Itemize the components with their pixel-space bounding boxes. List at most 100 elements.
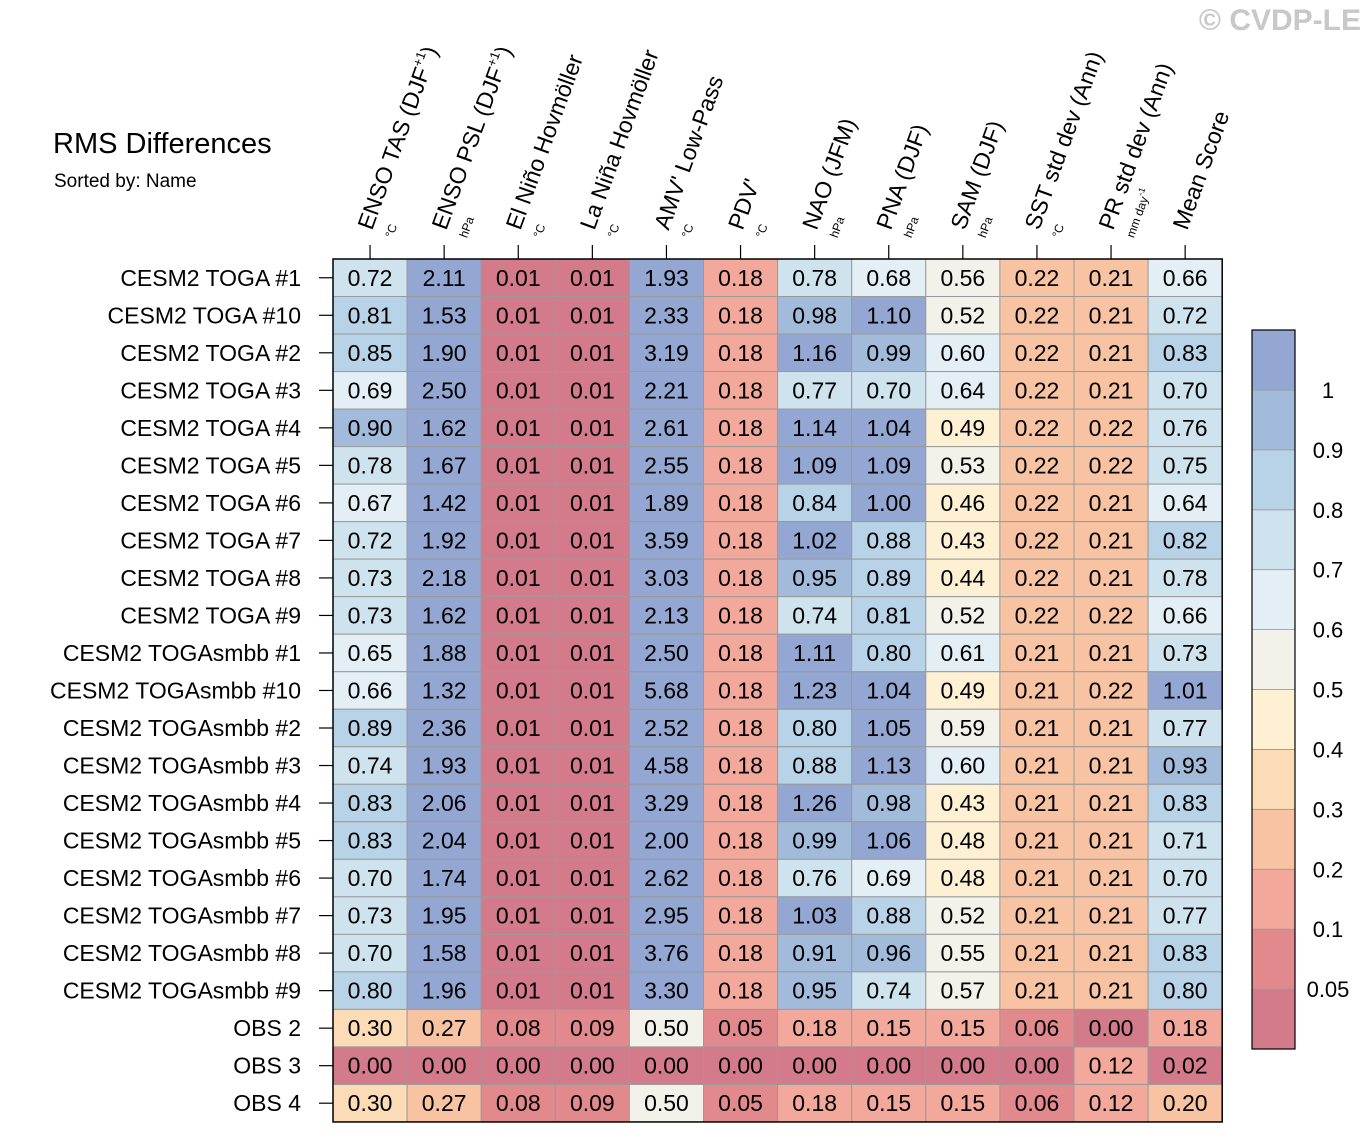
cell-value-label: 0.49 <box>940 415 985 441</box>
cell-value-label: 0.01 <box>570 490 615 516</box>
heatmap-cell <box>628 296 705 335</box>
row-label: CESM2 TOGAsmbb #8 <box>63 940 301 966</box>
cell-value-label: 1.03 <box>792 903 837 929</box>
row-labels: CESM2 TOGA #1 CESM2 TOGA #10 CESM2 TOGA #2… <box>50 265 333 1116</box>
heatmap-cell <box>554 1083 630 1123</box>
cell-value-label: 0.01 <box>496 340 541 366</box>
heatmap-cell <box>1073 558 1149 598</box>
colorbar: 0.05 0.1 0.2 0.3 0.4 0.5 0.6 0.7 0.8 0.9 1 <box>1251 329 1349 1050</box>
column-unit: °C <box>382 222 400 240</box>
heatmap-cell <box>1073 1083 1149 1123</box>
heatmap-cell <box>628 408 705 448</box>
heatmap-cell <box>554 821 630 860</box>
cell-value-label: 0.21 <box>1089 377 1134 403</box>
cell-value-label: 0.83 <box>1163 790 1208 816</box>
colorbar-swatch <box>1251 868 1296 930</box>
cell-value-label: 0.18 <box>718 677 763 703</box>
heatmap-cell <box>1147 483 1223 523</box>
cell-value-label: 0.50 <box>644 1090 689 1116</box>
cell-value-label: 0.21 <box>1015 828 1060 854</box>
heatmap-cell <box>332 446 408 485</box>
heatmap-cell <box>406 1008 482 1048</box>
row-label: CESM2 TOGAsmbb #3 <box>63 753 301 779</box>
cell-value-label: 0.22 <box>1015 490 1060 516</box>
cell-value-label: 2.33 <box>644 302 689 328</box>
heatmap-cell <box>628 971 705 1010</box>
cell-value-label: 0.21 <box>1015 903 1060 929</box>
cell-value-label: 0.43 <box>940 790 985 816</box>
row-label: CESM2 TOGA #4 <box>120 415 301 441</box>
row-label: OBS 3 <box>233 1053 301 1079</box>
cell-value-label: 0.64 <box>940 377 985 403</box>
heatmap-cell <box>703 296 779 335</box>
heatmap-cell <box>406 258 482 298</box>
cell-value-label: 0.01 <box>496 940 541 966</box>
colorbar-swatch <box>1251 808 1296 870</box>
cell-value-label: 0.81 <box>866 602 911 628</box>
cell-value-label: 1.89 <box>644 490 689 516</box>
cell-value-label: 0.08 <box>496 1015 541 1041</box>
cell-value-label: 0.00 <box>496 1053 541 1079</box>
row-label: CESM2 TOGAsmbb #1 <box>63 640 301 666</box>
cell-value-label: 0.57 <box>940 978 985 1004</box>
cell-value-label: 1.58 <box>422 940 467 966</box>
heatmap-cell <box>777 708 853 748</box>
cell-value-label: 0.01 <box>496 302 541 328</box>
heatmap-cell <box>925 858 1001 898</box>
heatmap-cell <box>554 446 630 485</box>
cell-value-label: 0.49 <box>940 677 985 703</box>
heatmap-cell <box>332 408 408 448</box>
heatmap-cell <box>703 1083 779 1123</box>
cell-value-label: 0.44 <box>940 565 985 591</box>
cell-value-label: 0.18 <box>718 753 763 779</box>
cell-value-label: 0.01 <box>496 790 541 816</box>
cell-value-label: 0.00 <box>1089 1015 1134 1041</box>
column-label: El Niño Hovmöller <box>501 51 588 233</box>
cell-value-label: 0.80 <box>792 715 837 741</box>
cell-value-label: 0.70 <box>1163 377 1208 403</box>
cell-value-label: 3.30 <box>644 978 689 1004</box>
cell-value-label: 0.98 <box>866 790 911 816</box>
cell-value-label: 0.21 <box>1089 790 1134 816</box>
heatmap-cell <box>1073 746 1149 785</box>
cell-value-label: 0.18 <box>718 640 763 666</box>
column-header: PNA (DJF)hPa <box>871 121 933 240</box>
cell-value-label: 0.21 <box>1089 753 1134 779</box>
cell-value-label: 0.21 <box>1015 865 1060 891</box>
cell-value-label: 0.12 <box>1089 1090 1134 1116</box>
cell-value-label: 0.01 <box>570 527 615 553</box>
cell-value-label: 0.21 <box>1089 527 1134 553</box>
heatmap-cell <box>777 371 853 410</box>
cell-value-label: 0.09 <box>570 1090 615 1116</box>
heatmap-cell <box>332 671 408 710</box>
row-label: CESM2 TOGAsmbb #2 <box>63 715 301 741</box>
heatmap-cell <box>703 521 779 560</box>
heatmap-cell <box>628 671 705 710</box>
cell-value-label: 0.98 <box>792 302 837 328</box>
cell-value-label: 0.21 <box>1089 865 1134 891</box>
cell-value-label: 0.12 <box>1089 1053 1134 1079</box>
cell-value-label: 0.88 <box>792 753 837 779</box>
cell-value-label: 3.76 <box>644 940 689 966</box>
heatmap-cell <box>1147 558 1223 598</box>
cell-value-label: 0.22 <box>1015 602 1060 628</box>
row-label: CESM2 TOGAsmbb #10 <box>50 677 301 703</box>
cell-value-label: 0.69 <box>348 377 393 403</box>
cell-value-label: 0.18 <box>718 265 763 291</box>
cell-value-label: 0.21 <box>1015 978 1060 1004</box>
cell-value-label: 1.05 <box>866 715 911 741</box>
cell-value-label: 0.06 <box>1015 1015 1060 1041</box>
cell-value-label: 0.22 <box>1015 415 1060 441</box>
cell-value-label: 0.88 <box>866 903 911 929</box>
heatmap-cell <box>925 521 1001 560</box>
heatmap-cell <box>703 1008 779 1048</box>
heatmap-cell <box>777 1046 853 1085</box>
colorbar-border <box>1251 329 1296 1050</box>
heatmap-cell <box>1073 408 1149 448</box>
heatmap-cell <box>999 783 1075 823</box>
cell-value-label: 0.21 <box>1089 940 1134 966</box>
cell-value-label: 0.80 <box>1163 978 1208 1004</box>
cell-value-label: 0.21 <box>1089 565 1134 591</box>
heatmap-cell <box>999 896 1075 935</box>
cell-value-label: 0.90 <box>348 415 393 441</box>
